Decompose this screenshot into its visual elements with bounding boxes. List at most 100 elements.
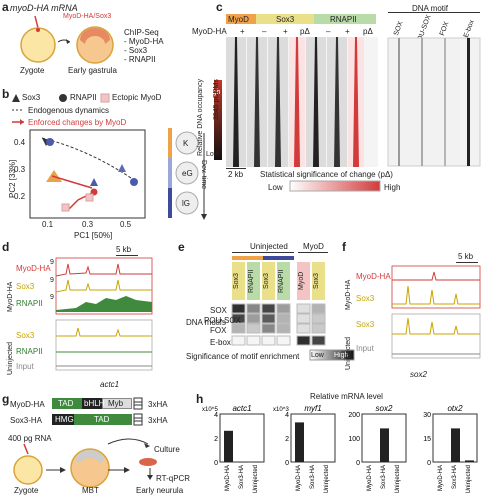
myod-tag: 3xHA (148, 400, 168, 409)
sox3-hmg: HMG (55, 415, 74, 424)
legend-sox3: Sox3 (22, 93, 41, 102)
heatmap-signal (313, 37, 319, 167)
h-bar (366, 462, 375, 463)
e-heat-cell (231, 303, 246, 314)
d-ymax-0: 9 (50, 259, 54, 266)
e-heat-cell (311, 335, 326, 346)
occupancy-heatmap (226, 37, 378, 167)
myod-ha-row: MyoD-HA (192, 27, 227, 36)
e-row-fox: FOX (210, 326, 227, 335)
sign-5: + (345, 27, 350, 36)
f-track-sox3: Sox3 (356, 294, 375, 303)
h-bar (295, 422, 304, 462)
motif-heatmap (387, 37, 481, 167)
d-gene: actc1 (100, 380, 120, 389)
heatmap-signal (334, 37, 340, 167)
h-ytick: 30 (423, 412, 431, 419)
stage-early-gastrula: Early gastrula (68, 66, 117, 75)
d-uninj-rnapii: RNAPII (16, 347, 43, 356)
f-gene: sox2 (410, 370, 427, 379)
xtick-2: 0.5 (120, 220, 132, 229)
e-row-pou-sox: POU-SOX (204, 316, 241, 325)
sox3-tad: TAD (94, 415, 110, 424)
e-column-header: Sox3 (262, 262, 275, 300)
rna-amount: 400 pg RNA (8, 434, 52, 443)
f-track-myod: MyoD-HA (356, 272, 391, 281)
motif-header-line (388, 12, 480, 13)
legend-ectopic-myod: Ectopic MyoD (112, 93, 162, 102)
e-colorbar (309, 349, 355, 361)
h-charts: actc1 4 2 0 x10^5 MyoD-HA Sox3-HA Uninjected myf… (200, 402, 483, 500)
e-heat-cell (296, 335, 311, 346)
h-category-label: Uninjected (466, 465, 472, 493)
e-row-ebox: E-box (210, 338, 231, 347)
e-heat-cell (246, 323, 261, 334)
list-item-3: - RNAPII (124, 55, 156, 64)
h-category-label: Uninjected (395, 465, 401, 493)
d-uninj-input: Input (16, 362, 34, 371)
motif-sox: SOX (392, 20, 405, 37)
e-stage-k (232, 256, 263, 260)
h-chart-sox2: sox2 200 100 0 MyoD-HA Sox3-HA Uninjected (348, 404, 407, 493)
sig-low: Low (268, 183, 283, 192)
xtick-1: 0.3 (82, 220, 94, 229)
g-culture: Culture (154, 445, 180, 454)
overlay-label: MyoD-HA/Sox3 (63, 13, 112, 20)
e-heat-cell (311, 323, 326, 334)
panel-e-label: e (178, 240, 185, 254)
h-ytick: 4 (285, 412, 289, 419)
d-ymax-2: 9 (50, 294, 54, 301)
d-uninj-sox3: Sox3 (16, 331, 35, 340)
f-browser-tracks (391, 265, 481, 359)
pcrm-count: 3945 pCRMs (213, 79, 220, 120)
h-category-label: Sox3-HA (239, 465, 245, 489)
stage-zygote: Zygote (20, 66, 45, 75)
e-column-header: MyoD (297, 262, 310, 300)
h-ytick: 2 (214, 436, 218, 443)
colorbar-high: High (206, 89, 221, 96)
e-heat-cell (261, 335, 276, 346)
list-item-0: ChIP-Seq (124, 28, 159, 37)
e-heat-cell (311, 313, 326, 324)
h-ytick: 200 (348, 412, 360, 419)
panel-g-label: g (2, 392, 10, 406)
h-bar (465, 460, 474, 462)
myod-tad: TAD (58, 399, 74, 408)
panel-b-legend (12, 93, 110, 125)
legend-rnapii: RNAPII (70, 93, 97, 102)
h-ytick: 0 (356, 460, 360, 467)
track-myod-bar (226, 14, 256, 24)
e-heat-cell (231, 335, 246, 346)
g-stage-mbt: MBT (82, 486, 99, 495)
list-item-2: - Sox3 (124, 46, 148, 55)
occupancy-colorbar (214, 80, 222, 160)
h-category-label: Uninjected (253, 465, 259, 493)
h-ytick: 4 (214, 412, 218, 419)
construct-myod-name: MyoD-HA (10, 400, 45, 409)
sign-3: pΔ (300, 27, 310, 36)
h-category-label: MyoD-HA (367, 465, 373, 491)
h-yunit: x10^5 (202, 407, 218, 413)
f-group-myod: MyoD-HA (345, 279, 352, 310)
e-low: Low (311, 352, 324, 359)
h-ytick: 100 (348, 436, 360, 443)
h-chart-myf1: myf1 4 2 0 x10^3 MyoD-HA Sox3-HA Uninjected (273, 404, 336, 493)
track-rnapii-bar (314, 14, 376, 24)
e-heat-cell (261, 303, 276, 314)
stage-k: K (183, 139, 189, 148)
ytick-1: 0.3 (14, 165, 26, 174)
panel-a-label: a (2, 0, 9, 14)
h-chart-actc1: actc1 4 2 0 x10^5 MyoD-HA Sox3-HA Uninjected (202, 404, 265, 493)
g-stage-neurula: Early neurula (136, 486, 184, 495)
sign-6: pΔ (363, 27, 373, 36)
h-ytick: 0 (427, 460, 431, 467)
f-uninj-sox3: Sox3 (356, 320, 375, 329)
d-scale: 5 kb (116, 245, 132, 254)
significance-colorbar (289, 180, 381, 192)
h-bar (309, 462, 318, 463)
myod-bhlh: bHLH (84, 399, 105, 408)
e-heat-cell (296, 303, 311, 314)
mrna-label: myoD-HA mRNA (10, 3, 78, 13)
track-myod: MyoD (228, 15, 249, 24)
d-browser-tracks (55, 257, 153, 371)
